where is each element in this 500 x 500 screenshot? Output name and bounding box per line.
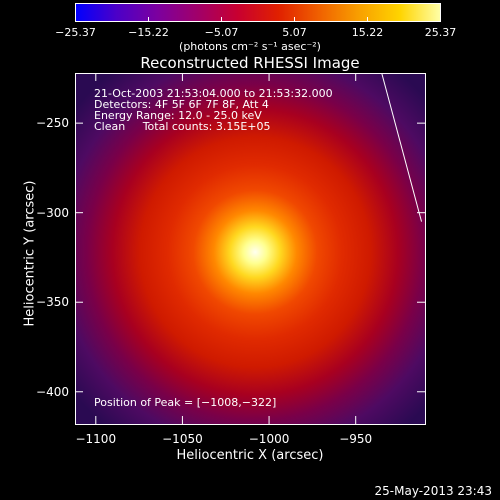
annotation-peak-position: Position of Peak = [−1008,−322] (94, 396, 277, 409)
colorbar-tick-label: −5.07 (204, 26, 239, 39)
annotation-time-range: 21-Oct-2003 21:53:04.000 to 21:53:32.000 (94, 87, 333, 100)
plot-frame (75, 73, 426, 425)
annotation-detectors: Detectors: 4F 5F 6F 7F 8F, Att 4 (94, 98, 269, 111)
y-tick-label: −250 (36, 116, 69, 131)
solar-limb-line (381, 73, 423, 222)
plot-title: Reconstructed RHESSI Image (140, 54, 360, 72)
colorbar-tick-label: −15.22 (128, 26, 169, 39)
flux-map (75, 73, 425, 424)
y-tick-label: −400 (36, 384, 69, 399)
y-tick-label: −300 (36, 205, 69, 220)
annotation-clean-counts: Clean Total counts: 3.15E+05 (94, 120, 271, 133)
colorbar-tick-label: −25.37 (55, 26, 96, 39)
y-tick-marks (75, 122, 425, 393)
annotation-energy-range: Energy Range: 12.0 - 25.0 keV (94, 109, 262, 122)
x-tick-label: −1100 (75, 432, 117, 446)
y-tick-label: −350 (36, 295, 69, 310)
x-tick-marks (95, 73, 357, 424)
colorbar (75, 3, 441, 22)
colorbar-tick-label: 25.37 (424, 26, 457, 39)
plot-timestamp: 25-May-2013 23:43 (374, 484, 492, 498)
colorbar-tick-label: 5.07 (282, 26, 307, 39)
x-tick-label: −1000 (248, 432, 290, 446)
x-tick-label: −1050 (162, 432, 203, 446)
colorbar-units: (photons cm⁻² s⁻¹ asec⁻²) (179, 40, 321, 53)
y-axis-label: Heliocentric Y (arcsec) (22, 180, 38, 327)
colorbar-tick-label: 15.22 (351, 26, 384, 39)
x-axis-label: Heliocentric X (arcsec) (176, 448, 324, 463)
x-tick-label: −950 (339, 432, 373, 446)
